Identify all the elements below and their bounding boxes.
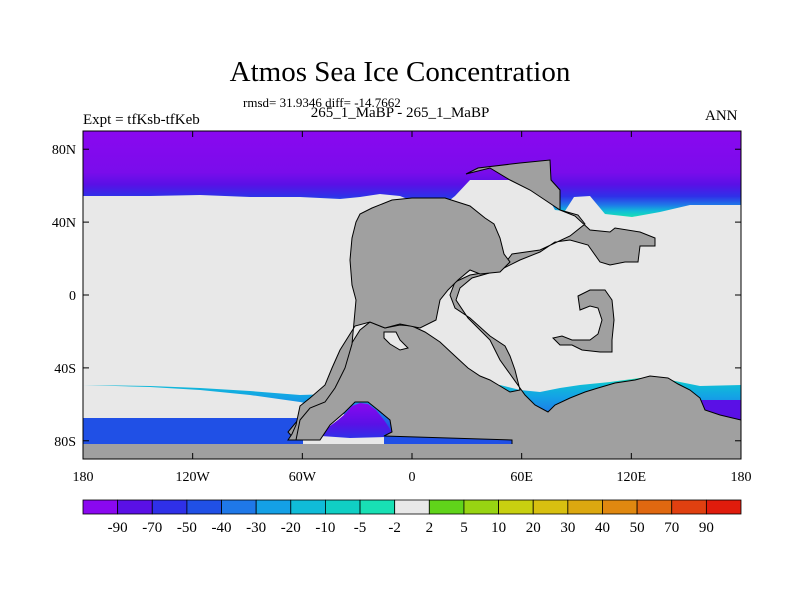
colorbar-label: 90 [699,520,714,536]
colorbar-label: 30 [560,520,575,536]
antarctic-ice-deep [83,418,303,444]
colorbar-box [498,499,534,515]
x-tick-label: 60W [289,470,317,485]
colorbar-label: -30 [246,520,266,536]
y-axis: 80N 40N 0 40S 80S [52,143,741,450]
colorbar-box [463,499,499,515]
colorbar-box [221,499,257,515]
colorbar-label: -90 [108,520,128,536]
colorbar-label: -2 [388,520,401,536]
colorbar-box [255,499,292,515]
x-tick-label: 120W [176,470,211,485]
colorbar-label: 10 [491,520,506,536]
colorbar-box [567,499,603,515]
y-tick-label: 40S [54,362,76,377]
colorbar-label: -40 [212,520,232,536]
colorbar-label: 2 [426,520,434,536]
continent-island-east [552,289,615,353]
x-tick-label: 120E [617,470,647,485]
colorbar-box [671,499,707,515]
colorbar-label: -5 [354,520,367,536]
south-pole-land [83,444,741,459]
colorbar-label: 50 [630,520,645,536]
stats-label: rmsd= 31.9346 diff= -14.7662 [243,95,401,110]
colorbar-box [705,499,742,515]
x-tick-label: 180 [731,470,752,485]
colorbar-label: -20 [281,520,301,536]
weddell-sea-ice [321,403,392,438]
colorbar-label: 20 [526,520,541,536]
y-tick-label: 0 [69,289,76,304]
continent-west [287,197,511,441]
colorbar-label: -70 [142,520,162,536]
colorbar-box [290,499,326,515]
colorbar-box [636,499,673,515]
x-axis: 180 120W 60W 0 60E 120E 180 [73,131,752,485]
colorbar-box [117,499,153,515]
colorbar-box [82,499,119,515]
colorbar-box [325,499,361,515]
page-title: Atmos Sea Ice Concentration [229,56,571,88]
colorbar-box [532,499,569,515]
colorbar-label: 5 [460,520,468,536]
case-label: 265_1_MaBP - 265_1_MaBP [310,105,490,121]
x-tick-label: 0 [409,470,416,485]
colorbar-label: 40 [595,520,610,536]
colorbar-label: -10 [315,520,335,536]
map-area [83,131,741,459]
colorbar-box [186,499,222,515]
colorbar-box [151,499,188,515]
experiment-label: Expt = tfKsb-tfKeb [83,112,200,128]
x-tick-label: 180 [73,470,94,485]
colorbar-box [602,499,638,515]
y-tick-label: 80S [54,435,76,450]
colorbar-label: 70 [664,520,679,536]
colorbar-box [428,499,465,515]
y-tick-label: 80N [52,143,76,158]
arctic-ice-field [83,131,741,217]
colorbar: -90 -70 -50 -40 -30 -20 -10 -5 -2 2 5 10 20 30 40 50 70 9… [82,499,742,536]
season-label: ANN [705,108,738,124]
colorbar-label: -50 [177,520,197,536]
lake-west [383,331,409,351]
colorbar-box [394,499,430,515]
y-tick-label: 40N [52,216,76,231]
colorbar-box [359,499,396,515]
x-tick-label: 60E [510,470,533,485]
